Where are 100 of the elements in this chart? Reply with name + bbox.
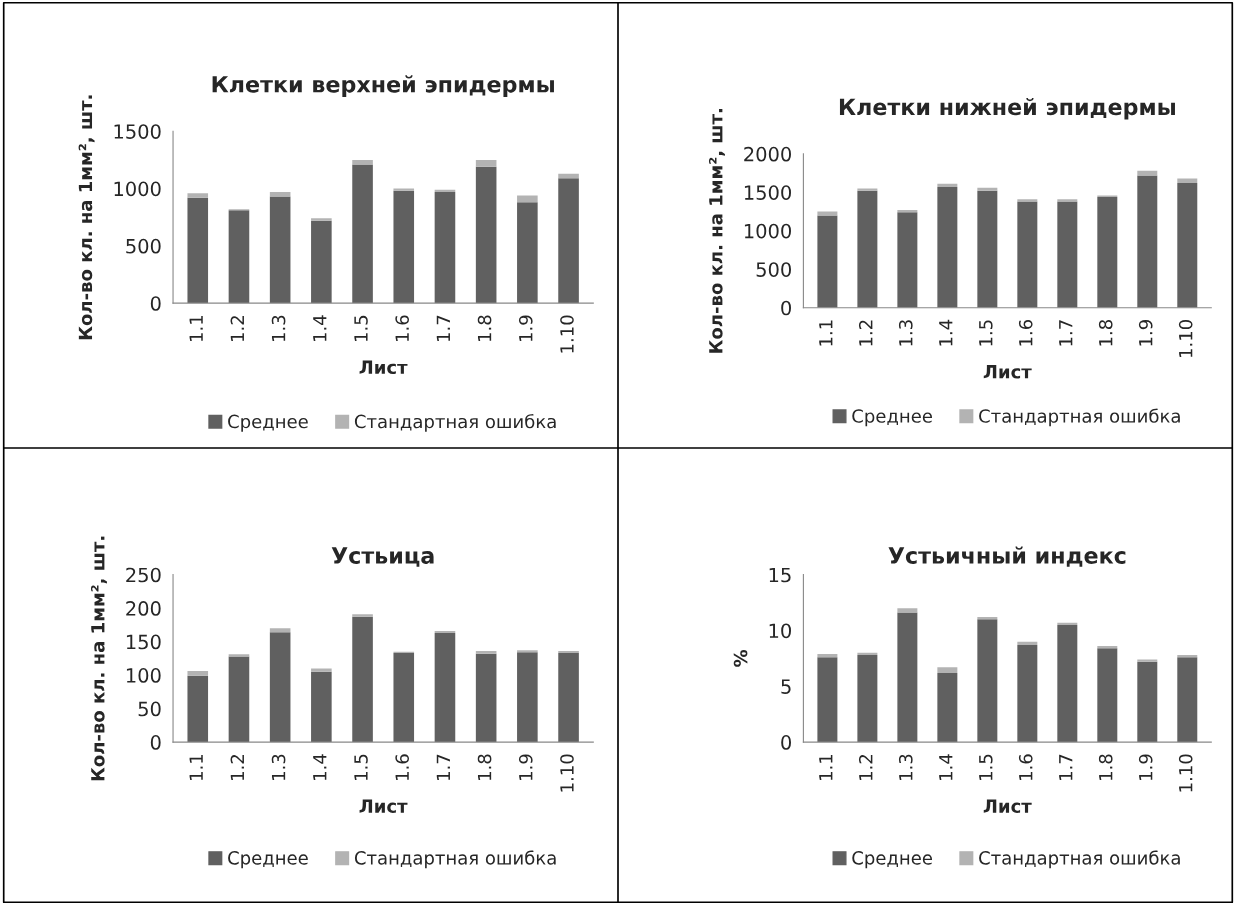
bar — [269, 628, 291, 633]
y-tick-label: 200 — [126, 601, 161, 616]
bar — [352, 164, 373, 304]
bar — [269, 191, 291, 197]
bar — [228, 654, 250, 657]
x-tick-label: 1.3 — [898, 754, 913, 780]
x-tick-label: 1.5 — [354, 754, 368, 780]
x-tick-label: 1.6 — [395, 315, 409, 342]
legend-label: Среднее — [852, 409, 932, 427]
y-tick-label: 250 — [126, 567, 161, 583]
bar — [311, 218, 332, 221]
x-axis-title: Лист — [359, 799, 408, 813]
y-tick-label: 0 — [781, 300, 791, 316]
bar — [1097, 196, 1118, 308]
y-tick-label: 500 — [756, 262, 791, 277]
bar — [857, 190, 878, 308]
bar — [937, 183, 958, 187]
x-tick-label: 1.8 — [1098, 320, 1113, 346]
chart-title: Клетки нижней эпидермы — [839, 97, 1175, 120]
bar — [187, 197, 209, 304]
y-tick-label: 5 — [781, 679, 791, 694]
x-tick-label: 1.2 — [858, 320, 873, 346]
bar — [977, 619, 998, 743]
bar — [558, 653, 579, 743]
x-tick-label: 1.4 — [313, 315, 327, 342]
bar — [857, 655, 878, 743]
bar — [1177, 183, 1198, 308]
y-tick-label: 0 — [150, 735, 161, 750]
legend-label: Стандартная ошибка — [354, 414, 556, 432]
x-tick-label: 1.10 — [560, 754, 574, 792]
bar — [517, 650, 538, 653]
x-tick-label: 1.2 — [230, 316, 244, 342]
x-tick-label: 1.6 — [1018, 754, 1033, 780]
y-tick-label: 2000 — [744, 146, 791, 162]
chart-title: Клетки верхней эпидермы — [212, 75, 554, 97]
bar — [475, 166, 497, 304]
bar — [937, 667, 958, 673]
bar — [517, 652, 538, 743]
legend-label: Стандартная ошибка — [979, 850, 1180, 869]
bar — [187, 675, 209, 743]
legend-label: Среднее — [852, 851, 932, 869]
bar — [897, 212, 918, 308]
bar — [817, 653, 838, 658]
x-tick-label: 1.4 — [939, 754, 953, 780]
y-axis-title: Кол-во кл. на 1мм², шт. — [708, 109, 725, 353]
bar — [937, 186, 958, 308]
bar — [1017, 644, 1038, 743]
bar — [517, 195, 538, 203]
bar — [1057, 201, 1078, 308]
y-tick-label: 500 — [126, 238, 161, 254]
x-tick-label: 1.5 — [979, 754, 993, 780]
bar — [311, 220, 332, 304]
bar — [228, 656, 250, 743]
bar — [937, 672, 958, 743]
bar — [269, 632, 291, 743]
x-tick-label: 1.1 — [189, 315, 203, 342]
bar — [434, 630, 456, 633]
y-axis-title: % — [733, 649, 748, 667]
x-axis-title: Лист — [983, 799, 1032, 813]
x-tick-label: 1.1 — [189, 754, 203, 780]
x-tick-label: 1.3 — [898, 320, 913, 346]
y-tick-label: 100 — [126, 668, 161, 683]
x-tick-label: 1.7 — [436, 315, 450, 342]
bar — [393, 190, 415, 304]
x-tick-label: 1.5 — [979, 320, 993, 346]
bar — [228, 210, 250, 304]
x-tick-label: 1.1 — [819, 320, 833, 346]
x-tick-label: 1.9 — [518, 754, 533, 780]
y-axis-title: Кол-во кл. на 1мм², шт. — [90, 536, 107, 781]
x-tick-label: 1.8 — [477, 754, 492, 780]
bar — [897, 608, 918, 613]
x-tick-label: 1.9 — [1138, 320, 1153, 346]
chart-title: Устьичный индекс — [888, 546, 1126, 567]
legend-label: Среднее — [228, 851, 308, 869]
y-tick-label: 0 — [781, 735, 791, 750]
bar — [817, 215, 838, 308]
bar — [558, 651, 579, 654]
bar — [1017, 641, 1038, 645]
bar — [817, 657, 838, 743]
bar — [977, 190, 998, 308]
bar — [187, 671, 209, 676]
bar — [475, 653, 497, 743]
bar — [475, 159, 497, 167]
legend-label: Стандартная ошибка — [979, 408, 1180, 427]
x-tick-label: 1.7 — [1059, 754, 1073, 780]
x-tick-label: 1.3 — [271, 754, 286, 780]
bar — [1017, 201, 1038, 308]
y-tick-label: 15 — [769, 567, 791, 583]
y-axis-title: Кол-во кл. на 1мм², шт. — [78, 95, 95, 340]
bar — [897, 612, 918, 743]
y-tick-label: 1000 — [744, 223, 791, 239]
bar — [311, 668, 332, 672]
x-tick-label: 1.10 — [1178, 320, 1193, 358]
chart-title: Устьица — [331, 547, 434, 567]
y-tick-label: 50 — [138, 701, 161, 717]
x-tick-label: 1.2 — [858, 755, 873, 780]
bar — [269, 196, 291, 304]
x-tick-label: 1.9 — [1138, 754, 1153, 780]
x-tick-label: 1.4 — [313, 754, 327, 780]
bar — [1137, 661, 1158, 743]
